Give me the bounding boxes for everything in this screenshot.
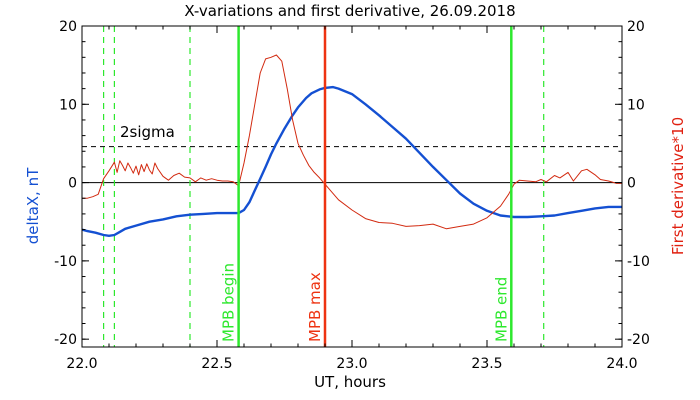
marker-label-mpb-begin: MPB begin <box>220 263 238 342</box>
series-line-deltaX <box>81 85 622 238</box>
y-tick-label-left: 20 <box>59 19 77 35</box>
y-tick-label-right: -20 <box>627 332 650 348</box>
y-tick-label-left: 10 <box>59 97 77 113</box>
x-tick-label: 23.0 <box>336 356 367 372</box>
y-tick-label-left: 0 <box>68 176 77 192</box>
plot-frame <box>81 25 623 348</box>
x-tick-label: 22.0 <box>66 356 97 372</box>
text-layer: X-variations and first derivative, 26.09… <box>24 2 687 391</box>
y-tick-label-right: 20 <box>627 19 645 35</box>
y-tick-label-left: -10 <box>54 254 77 270</box>
y-axis-left-title: deltaX, nT <box>24 167 42 244</box>
y-tick-label-right: -10 <box>627 254 650 270</box>
marker-label-mpb-max: MPB max <box>306 272 324 342</box>
plot-frame-layer <box>81 25 623 348</box>
y-axis-right-title: First derivative*10 <box>669 117 687 255</box>
chart-title: X-variations and first derivative, 26.09… <box>184 2 515 20</box>
plot-area <box>81 26 622 347</box>
x-tick-label: 22.5 <box>201 356 232 372</box>
y-tick-label-left: -20 <box>54 332 77 348</box>
x-tick-label: 23.5 <box>471 356 502 372</box>
marker-label-mpb-end: MPB end <box>492 277 510 342</box>
y-tick-label-right: 0 <box>627 176 636 192</box>
y-tick-label-right: 10 <box>627 97 645 113</box>
x-axis-title: UT, hours <box>314 373 386 391</box>
threshold-label: 2sigma <box>120 123 175 141</box>
series-line-derivative <box>82 54 622 230</box>
x-tick-label: 24.0 <box>606 356 637 372</box>
